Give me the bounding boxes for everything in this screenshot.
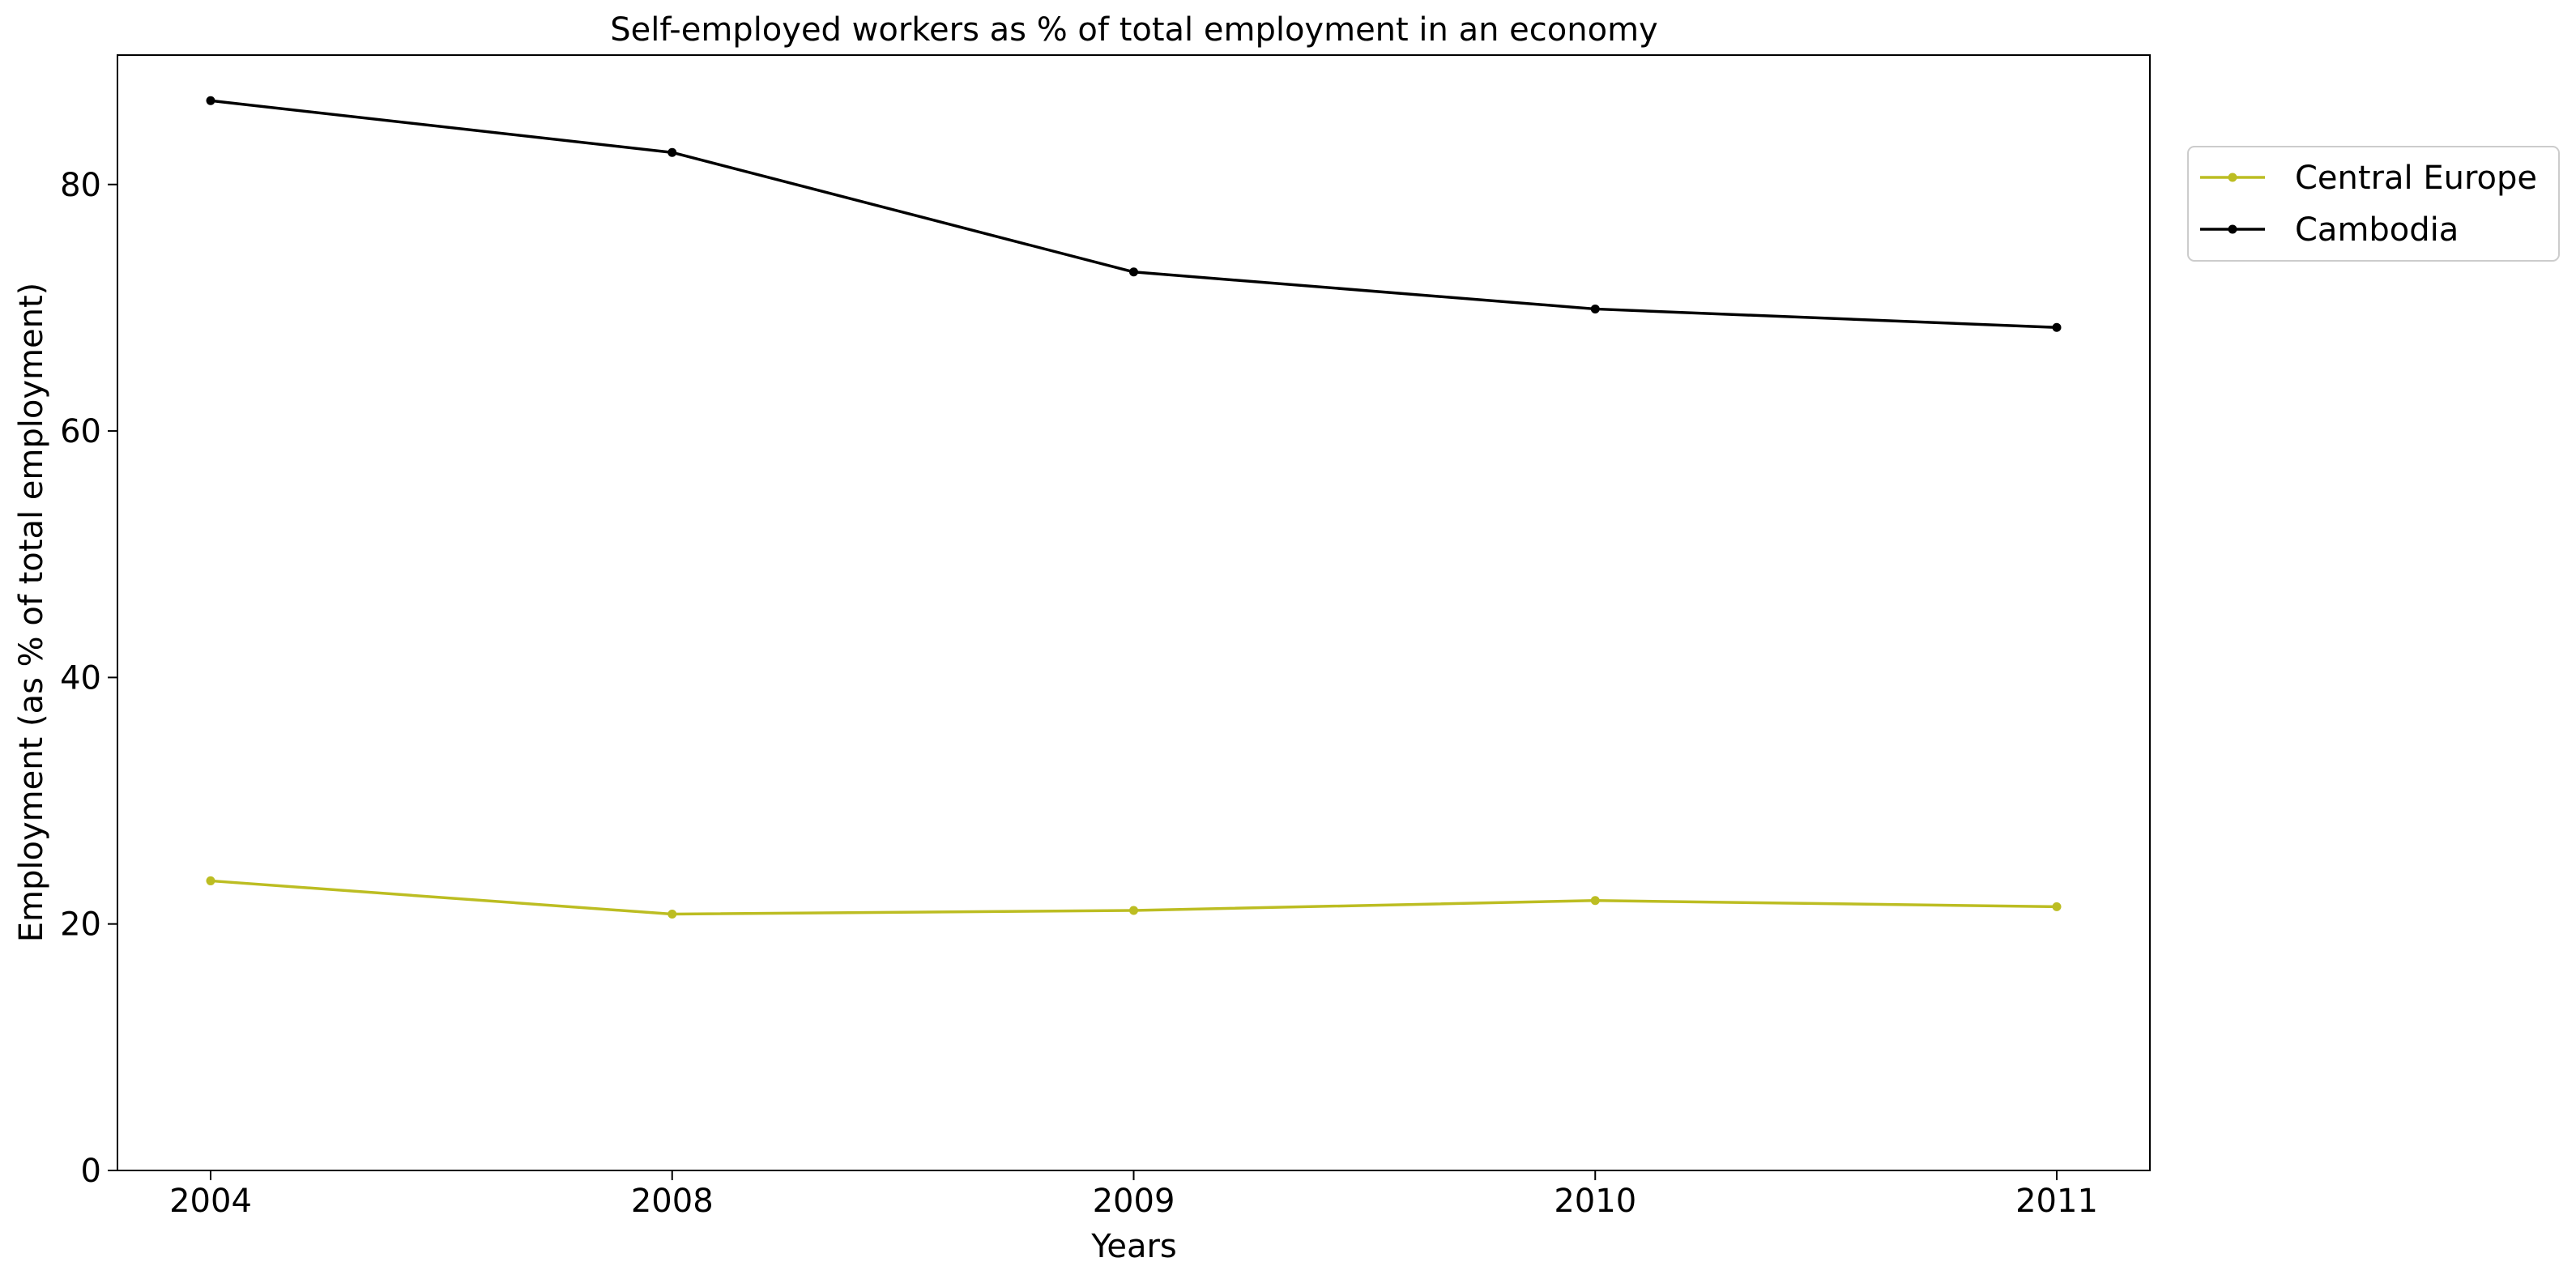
plot-area-frame xyxy=(117,54,2151,1171)
data-point xyxy=(1590,896,1600,906)
y-tick-label: 40 xyxy=(60,659,101,697)
legend-label: Cambodia xyxy=(2295,211,2459,249)
legend-swatch-marker xyxy=(2228,173,2237,182)
x-tick-label: 2009 xyxy=(1093,1183,1175,1220)
data-point xyxy=(667,910,677,919)
y-tick-label: 80 xyxy=(60,167,101,204)
y-tick-label: 20 xyxy=(60,906,101,944)
x-tick-label: 2008 xyxy=(631,1183,714,1220)
legend-label: Central Europe xyxy=(2295,160,2537,197)
legend-box xyxy=(2187,146,2560,262)
data-point xyxy=(1129,906,1138,915)
chart-title: Self-employed workers as % of total empl… xyxy=(610,11,1657,49)
y-axis: 0 20 40 60 80 xyxy=(60,167,117,1190)
x-tick-label: 2004 xyxy=(169,1183,252,1220)
series-line xyxy=(210,99,2058,330)
series-layer xyxy=(206,96,2062,919)
data-point xyxy=(667,147,677,157)
data-point xyxy=(206,876,215,885)
x-axis: 2004 2008 2009 2010 2011 xyxy=(169,1170,2098,1220)
y-tick-label: 60 xyxy=(60,413,101,450)
legend-swatch-marker xyxy=(2228,224,2237,234)
x-tick-label: 2010 xyxy=(1554,1183,1636,1220)
x-tick-label: 2011 xyxy=(2015,1183,2098,1220)
y-tick-label: 0 xyxy=(81,1153,101,1190)
data-point xyxy=(1129,267,1138,277)
data-point xyxy=(2052,322,2062,332)
data-point xyxy=(206,96,215,105)
y-axis-label: Employment (as % of total employment) xyxy=(13,283,50,943)
data-point xyxy=(1590,304,1600,313)
legend: Central Europe Cambodia xyxy=(2187,146,2560,262)
data-point xyxy=(2052,902,2062,911)
x-axis-label: Years xyxy=(1090,1228,1177,1265)
